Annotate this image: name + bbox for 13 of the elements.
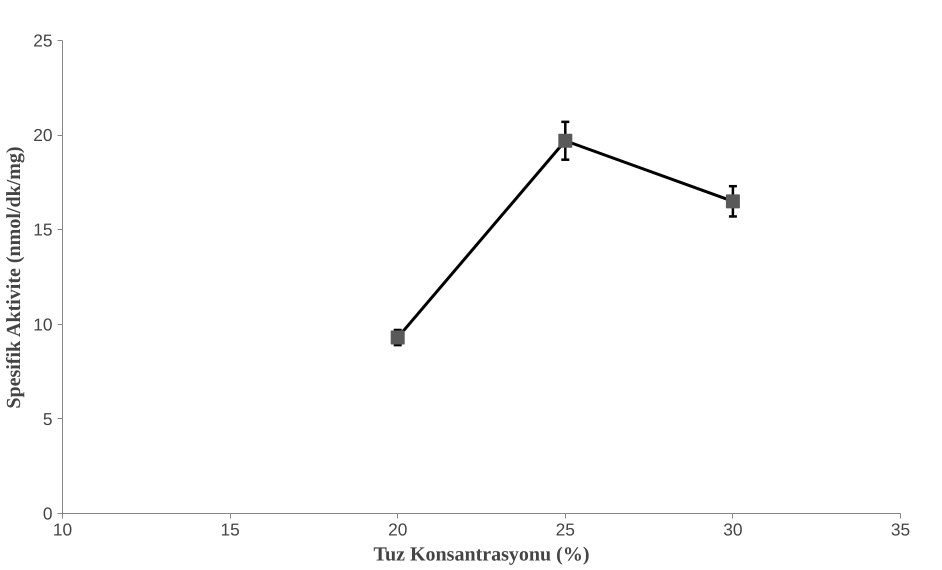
y-tick-label: 5 [42,408,53,429]
x-tick-label: 15 [220,520,240,540]
x-tick-label: 35 [890,520,910,540]
x-tick-label: 20 [388,520,408,540]
y-tick-label: 15 [33,220,53,240]
x-tick-label: 25 [556,520,575,540]
y-tick-label: 20 [33,125,53,146]
y-tick-label: 0 [42,504,53,524]
x-tick-label: 30 [723,520,743,540]
y-tick-label: 25 [33,30,53,50]
x-axis-title: Tuz Konsantrasyonu (%) [374,544,590,566]
y-axis-title: Spesifik Aktivite (nmol/dk/mg) [3,146,26,409]
y-tick-label: 10 [33,314,53,334]
